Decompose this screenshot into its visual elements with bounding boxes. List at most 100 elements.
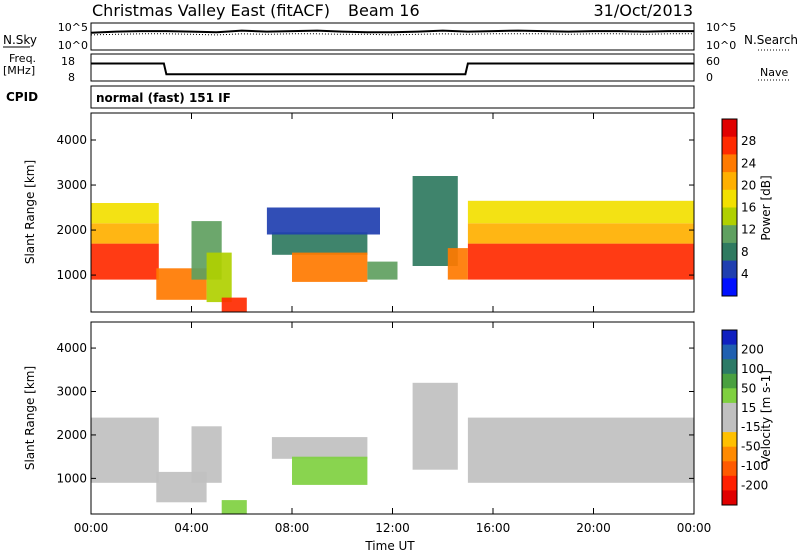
- x-tick-label: 04:00: [174, 521, 209, 535]
- velocity-colorbar-swatch: [722, 388, 737, 404]
- nave-label: Nave: [760, 66, 788, 79]
- noise-panel-frame: [90, 22, 695, 51]
- power-colorbar-swatch: [722, 278, 737, 297]
- velocity-region-3: [221, 500, 247, 514]
- noise-series-search: [90, 33, 694, 36]
- velocity-colorbar-swatch: [722, 475, 737, 491]
- x-axis-label: Time UT: [364, 539, 415, 553]
- x-tick-label: 00:00: [74, 521, 109, 535]
- noise-series-sky: [90, 29, 694, 34]
- velocity-colorbar-tick-label: -50: [741, 440, 761, 454]
- x-tick-label: 00:00: [677, 521, 712, 535]
- velocity-colorbar-tick-label: -200: [741, 479, 768, 493]
- velocity-ytick-label: 4000: [56, 341, 87, 355]
- power-region-9: [292, 252, 368, 282]
- velocity-colorbar-tick-label: 100: [741, 362, 764, 376]
- velocity-colorbar-swatch: [722, 490, 737, 506]
- velocity-colorbar-swatch: [722, 330, 737, 345]
- power-ytick-label: 1000: [56, 268, 87, 282]
- noise-sky-label: N.Sky: [3, 33, 37, 47]
- power-ytick-label: 4000: [56, 133, 87, 147]
- date-label: 31/Oct/2013: [593, 1, 693, 20]
- velocity-ytick-label: 3000: [56, 385, 87, 399]
- noise-tick-left-high: 10^5: [58, 21, 88, 34]
- velocity-colorbar-tick-label: 50: [741, 381, 756, 395]
- cpid-label: CPID: [6, 90, 38, 104]
- freq-tick-high: 18: [61, 55, 75, 68]
- power-colorbar-swatch: [722, 119, 737, 138]
- power-region-2: [91, 203, 159, 224]
- power-colorbar-tick-label: 4: [741, 267, 749, 281]
- cpid-value: normal (fast) 151 IF: [96, 91, 231, 105]
- x-tick-label: 20:00: [576, 521, 611, 535]
- power-colorbar-swatch: [722, 154, 737, 173]
- velocity-ytick-label: 2000: [56, 428, 87, 442]
- velocity-region-4: [271, 437, 368, 459]
- power-colorbar-frame: [721, 118, 738, 297]
- power-region-14: [467, 223, 694, 244]
- nave-tick-low: 0: [706, 71, 713, 84]
- freq-tick-low: 8: [68, 71, 75, 84]
- power-colorbar-swatch: [722, 172, 737, 191]
- power-region-8: [266, 207, 380, 235]
- velocity-colorbar-swatch: [722, 359, 737, 375]
- power-region-5: [206, 252, 232, 303]
- velocity-colorbar-label: Velocity [m s-1]: [759, 370, 773, 464]
- power-region-0: [91, 243, 159, 280]
- power-region-15: [467, 200, 694, 224]
- power-region-6: [221, 297, 247, 312]
- velocity-colorbar-tick-label: 15: [741, 401, 756, 415]
- velocity-colorbar-swatch: [722, 344, 737, 360]
- noise-search-label: N.Search: [744, 33, 798, 47]
- power-region-1: [91, 223, 159, 244]
- power-colorbar-tick-label: 8: [741, 245, 749, 259]
- x-axis: 00:00 04:00 08:00 12:00 16:00 20:00 00:00: [74, 113, 712, 535]
- freq-label-line2: [MHz]: [3, 64, 35, 77]
- velocity-colorbar-swatch: [722, 461, 737, 477]
- velocity-region-2: [191, 426, 222, 483]
- radar-title: Christmas Valley East (fitACF): [92, 1, 330, 20]
- velocity-colorbar-tick-label: -15: [741, 420, 761, 434]
- beam-label: Beam 16: [348, 1, 420, 20]
- freq-label-line1: Freq.: [9, 52, 36, 65]
- velocity-colorbar-frame: [721, 329, 738, 506]
- x-tick-label: 08:00: [275, 521, 310, 535]
- velocity-region-0: [91, 417, 159, 483]
- velocity-ytick-label: 1000: [56, 471, 87, 485]
- freq-panel: Freq. [MHz] 18 8 60 0 Nave: [3, 52, 790, 84]
- cpid-frame: [90, 85, 695, 109]
- power-colorbar-swatch: [722, 189, 737, 208]
- velocity-colorbar-swatch: [722, 417, 737, 433]
- power-colorbar-tick-label: 20: [741, 178, 756, 192]
- velocity-panel: 1000 2000 3000 4000 Slant Range [km]: [23, 321, 695, 515]
- noise-panel: N.Sky 10^5 10^0 10^5 10^0 N.Search: [3, 21, 798, 52]
- power-colorbar-swatch: [722, 225, 737, 244]
- power-colorbar-tick-label: 16: [741, 201, 756, 215]
- noise-tick-left-low: 10^0: [58, 39, 88, 52]
- velocity-region-7: [467, 417, 694, 483]
- power-colorbar-swatch: [722, 260, 737, 279]
- velocity-colorbar-tick-label: 200: [741, 342, 764, 356]
- power-colorbar: 28 24 20 16 12 8 4: [721, 118, 756, 297]
- power-colorbar-swatch: [722, 207, 737, 226]
- power-ytick-label: 3000: [56, 178, 87, 192]
- velocity-colorbar-swatch: [722, 446, 737, 462]
- power-y-axis-label: Slant Range [km]: [23, 160, 37, 264]
- velocity-colorbar: 200 100 50 15 -15 -50 -100 -200: [721, 329, 768, 506]
- velocity-colorbar-swatch: [722, 432, 737, 448]
- power-colorbar-tick-label: 28: [741, 134, 756, 148]
- velocity-colorbar-tick-label: -100: [741, 459, 768, 473]
- nave-tick-high: 60: [706, 55, 720, 68]
- velocity-colorbar-swatch: [722, 402, 737, 418]
- velocity-region-6: [412, 382, 458, 470]
- power-region-10: [367, 261, 398, 280]
- freq-panel-frame: [90, 53, 695, 82]
- noise-tick-right-high: 10^5: [706, 21, 736, 34]
- power-ytick-label: 2000: [56, 223, 87, 237]
- power-region-13: [467, 243, 694, 280]
- power-colorbar-swatch: [722, 136, 737, 155]
- velocity-region-5: [292, 456, 368, 485]
- power-region-12: [447, 248, 468, 280]
- x-tick-label: 16:00: [476, 521, 511, 535]
